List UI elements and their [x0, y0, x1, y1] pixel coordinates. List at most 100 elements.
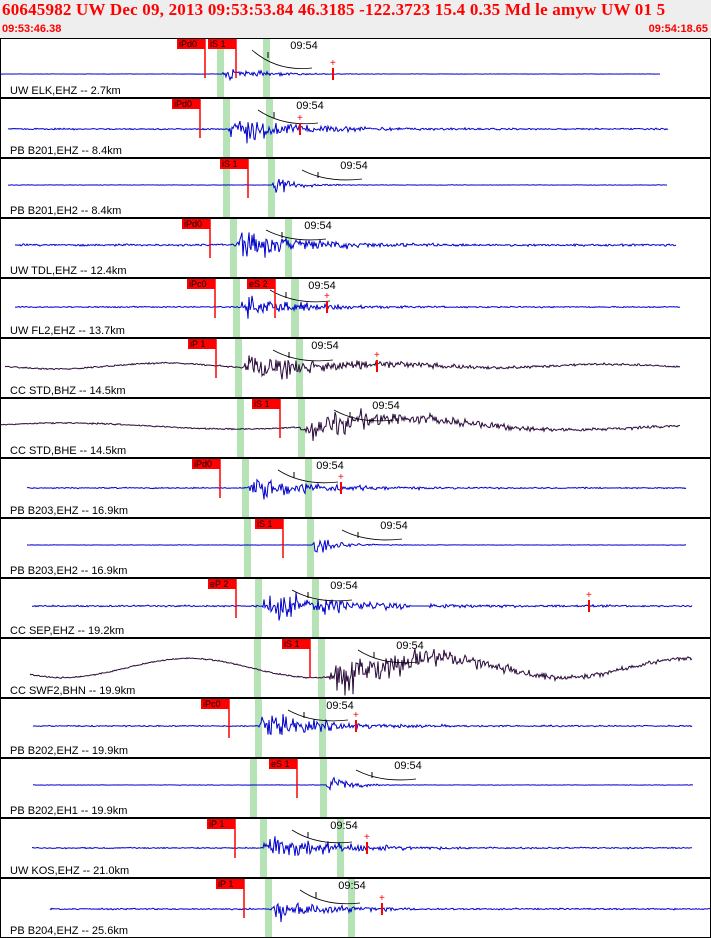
coda-curve [265, 229, 327, 241]
trace-row[interactable]: iS 1 09:54 PB B203,EH2 -- 16.9km [0, 518, 711, 578]
pick-label: eS 2 [249, 279, 268, 289]
waveform [26, 478, 687, 500]
pick-flag[interactable] [220, 159, 248, 169]
pick-flag[interactable] [208, 579, 236, 589]
coda-curve [355, 769, 417, 781]
station-label: PB B204,EHZ -- 25.6km [10, 925, 128, 937]
amplitude-plus: + [379, 893, 385, 904]
pick-flag[interactable] [172, 99, 200, 109]
phase-window [237, 399, 244, 457]
waveform [32, 713, 693, 736]
pick-label: iP 1 [218, 879, 233, 889]
pick-label: iPd0 [184, 219, 202, 229]
phase-window [320, 759, 327, 817]
pick-flag[interactable] [207, 819, 235, 829]
phase-window [233, 279, 240, 337]
waveform [26, 538, 687, 553]
trace-row[interactable]: + iPc0 09:54 PB B202,EHZ -- 19.9km [0, 698, 711, 758]
trace-row[interactable]: + iP 1 09:54 CC STD,BHZ -- 14.5km [0, 338, 711, 398]
trace-row[interactable]: + iPc0 eS 2 09:54 UW FL2,EHZ -- 13.7km [0, 278, 711, 338]
station-label: UW KOS,EHZ -- 21.0km [10, 865, 129, 877]
pick-flag[interactable] [282, 639, 310, 649]
station-label: CC STD,BHE -- 14.5km [10, 445, 126, 457]
station-label: PB B202,EHZ -- 19.9km [10, 745, 128, 757]
phase-window [235, 339, 242, 397]
minute-label: 09:54 [396, 640, 424, 652]
station-label: PB B201,EHZ -- 8.4km [10, 145, 122, 157]
coda-curve [357, 649, 419, 664]
trace-row[interactable]: + iPd0 09:54 PB B203,EHZ -- 16.9km [0, 458, 711, 518]
pick-label: iS 1 [210, 39, 226, 49]
coda-curve [257, 109, 319, 125]
waveform [14, 295, 681, 319]
pick-label: iS 1 [257, 519, 273, 529]
pick-flag[interactable] [182, 219, 210, 229]
amplitude-plus: + [338, 472, 344, 483]
phase-window [265, 879, 272, 937]
trace-row[interactable]: iS 1 09:54 PB B201,EH2 -- 8.4km [0, 158, 711, 218]
pick-flag[interactable] [177, 39, 205, 49]
waveform [0, 408, 681, 441]
trace-row[interactable]: eS 1 09:54 PB B202,EH1 -- 19.9km [0, 758, 711, 818]
trace-row[interactable]: + eP 2 09:54 CC SEP,EHZ -- 19.2km [0, 578, 711, 638]
minute-label: 09:54 [290, 40, 318, 52]
station-label: CC SWF2,BHN -- 19.9km [10, 685, 135, 697]
station-label: PB B202,EH1 -- 19.9km [10, 805, 127, 817]
pick-flag[interactable] [187, 279, 215, 289]
waveform [32, 776, 694, 792]
amplitude-plus: + [374, 350, 380, 361]
amplitude-plus: + [586, 590, 592, 601]
minute-label: 09:54 [330, 580, 358, 592]
phase-window [255, 699, 262, 757]
waveform [31, 836, 693, 857]
waveform [32, 592, 693, 621]
phase-window [217, 39, 224, 97]
pick-flag[interactable] [188, 339, 216, 349]
trace-row[interactable]: iPd0 09:54 UW TDL,EHZ -- 12.4km [0, 218, 711, 278]
pick-flag[interactable] [255, 519, 283, 529]
trace-row[interactable]: + iPd0 09:54 PB B201,EHZ -- 8.4km [0, 98, 711, 158]
header-bar: 60645982 UW Dec 09, 2013 09:53:53.84 46.… [0, 0, 711, 38]
pick-flag[interactable] [208, 39, 236, 49]
phase-window [318, 639, 325, 697]
minute-label: 09:54 [311, 340, 339, 352]
waveform [29, 648, 693, 696]
trace-row[interactable]: iS 1 09:54 CC SWF2,BHN -- 19.9km [0, 638, 711, 698]
minute-label: 09:54 [304, 220, 332, 232]
waveform [14, 232, 677, 258]
amplitude-plus: + [364, 832, 370, 843]
window-end-time: 09:54:18.65 [648, 23, 708, 35]
amplitude-plus: + [324, 291, 330, 302]
phase-window [298, 399, 305, 457]
minute-label: 09:54 [316, 460, 344, 472]
phase-window [255, 579, 262, 637]
trace-row[interactable]: + iP 1 09:54 PB B204,EHZ -- 25.6km [0, 878, 711, 938]
pick-flag[interactable] [247, 279, 275, 289]
trace-row[interactable]: + iPd0 iS 1 09:54 UW ELK,EHZ -- 2.7km [0, 38, 711, 98]
minute-label: 09:54 [380, 520, 408, 532]
pick-flag[interactable] [216, 879, 244, 889]
station-label: CC SEP,EHZ -- 19.2km [10, 625, 124, 637]
pick-flag[interactable] [252, 399, 280, 409]
pick-label: eS 1 [271, 759, 290, 769]
coda-curve [291, 829, 353, 844]
minute-label: 09:54 [338, 880, 366, 892]
phase-window [254, 639, 261, 697]
trace-row[interactable]: + iP 1 09:54 UW KOS,EHZ -- 21.0km [0, 818, 711, 878]
coda-curve [333, 409, 395, 422]
pick-label: iS 1 [284, 639, 300, 649]
phase-window [223, 159, 230, 217]
amplitude-plus: + [297, 113, 303, 124]
pick-flag[interactable] [192, 459, 220, 469]
coda-curve [299, 889, 361, 905]
pick-flag[interactable] [269, 759, 297, 769]
pick-label: iPd0 [194, 459, 212, 469]
waveform [49, 901, 711, 923]
coda-curve [301, 169, 363, 181]
pick-flag[interactable] [201, 699, 229, 709]
pick-label: iP 1 [209, 819, 224, 829]
trace-row[interactable]: iS 1 09:54 CC STD,BHE -- 14.5km [0, 398, 711, 458]
pick-label: iPc0 [203, 699, 221, 709]
pick-label: iPc0 [189, 279, 207, 289]
